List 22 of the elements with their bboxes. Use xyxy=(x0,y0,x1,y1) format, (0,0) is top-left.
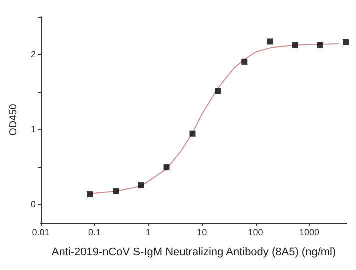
point xyxy=(242,58,248,65)
x-tick-label: 10 xyxy=(197,228,208,238)
point xyxy=(215,88,222,94)
point xyxy=(87,192,94,198)
y-axis-title: OD450 xyxy=(8,104,20,136)
y-tick-label: 2 xyxy=(30,49,36,60)
x-axis-title: Anti-2019-nCoV S-IgM Neutralizing Antibody (8A5) (ng/ml) xyxy=(52,246,336,258)
x-tick-label: 0.01 xyxy=(32,228,50,238)
y-tick-label: 1 xyxy=(30,124,36,134)
point xyxy=(343,39,350,46)
point xyxy=(190,130,196,137)
point xyxy=(164,164,170,171)
x-tick-label: 0.1 xyxy=(88,228,101,238)
point xyxy=(292,42,298,48)
x-tick-label: 100 xyxy=(248,228,264,238)
x-tick-label: 1000 xyxy=(299,228,320,238)
y-tick-label: 0 xyxy=(30,199,36,210)
point xyxy=(317,42,324,48)
point xyxy=(113,188,120,195)
x-tick-label: 1 xyxy=(146,228,151,238)
point xyxy=(267,38,274,45)
point xyxy=(138,182,144,189)
